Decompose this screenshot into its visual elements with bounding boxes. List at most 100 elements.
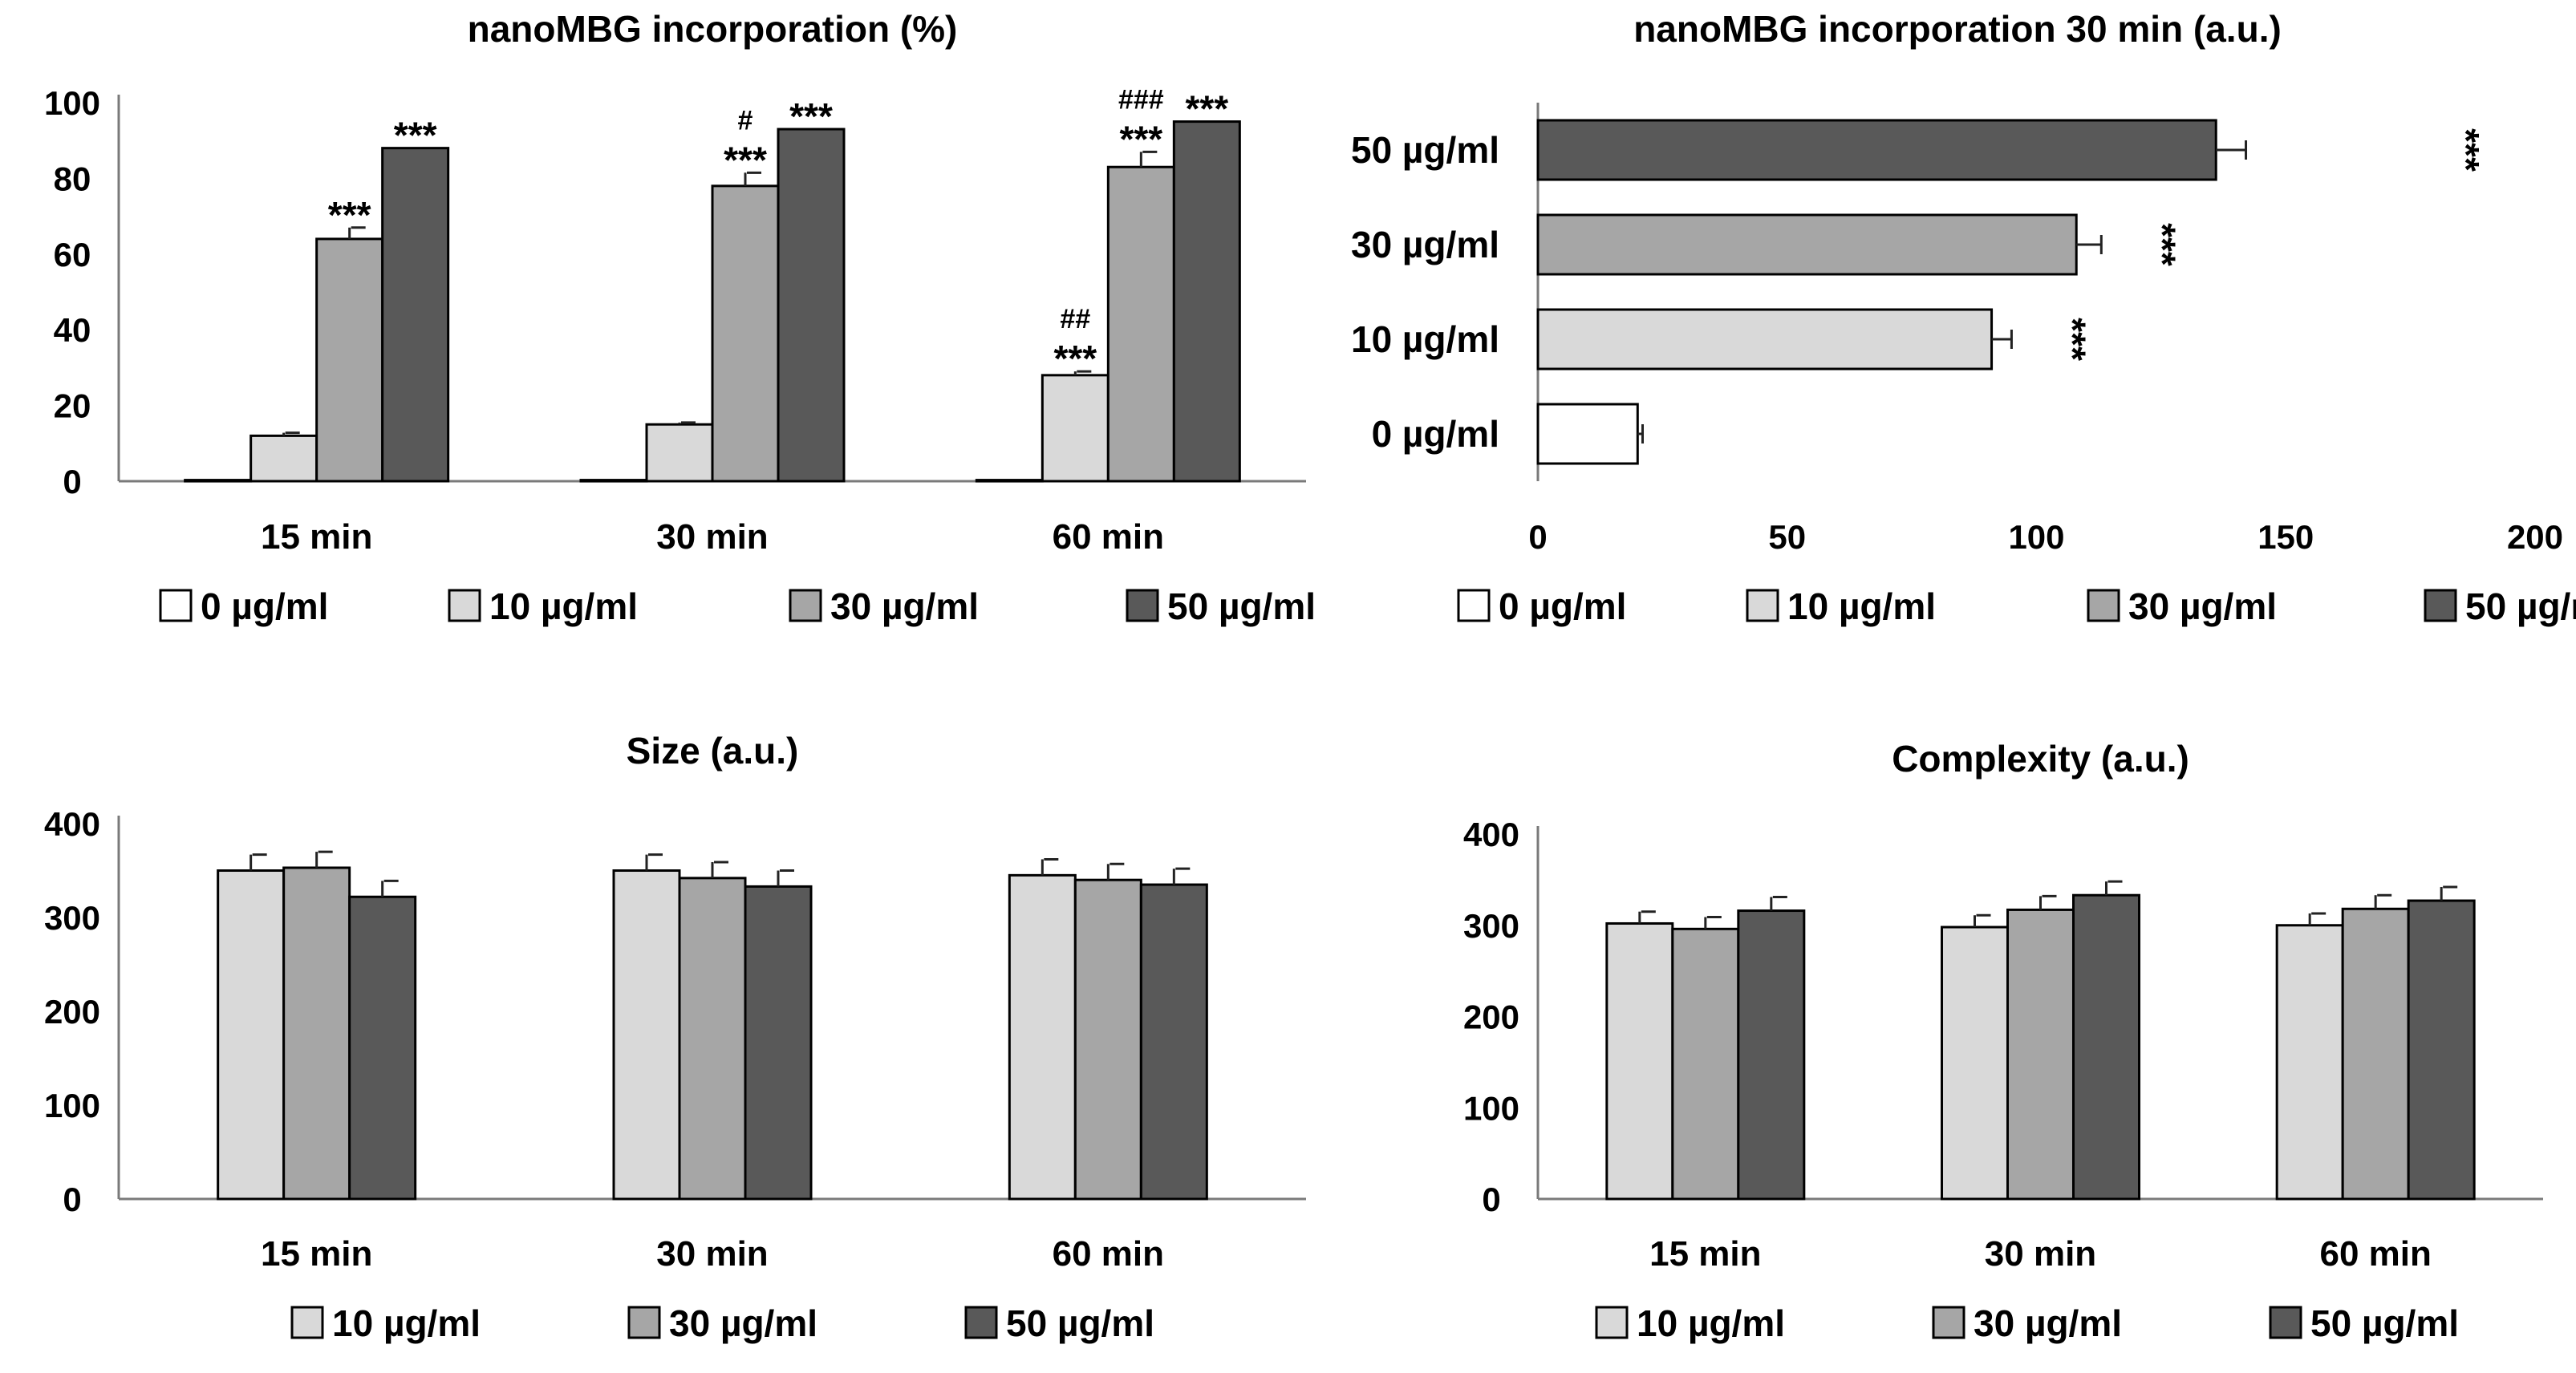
bar-10-1	[612, 869, 681, 1201]
legend-swatch-10	[448, 589, 481, 622]
significance-stars: ***	[1185, 88, 1228, 130]
y-tick-label: 200	[1463, 998, 1519, 1036]
significance-stars: ***	[724, 139, 767, 180]
y-tick-label: 100	[1463, 1089, 1519, 1127]
y-tick-label: 300	[1463, 907, 1519, 945]
legend-swatch-30	[2087, 589, 2120, 622]
y-tick-label: 40	[54, 311, 91, 349]
bar-30-1	[711, 184, 780, 483]
x-tick-label: 50	[1768, 518, 1806, 556]
significance-stars: ***	[328, 194, 371, 236]
legend-chart3: 10 µg/ml 30 µg/ml 50 µg/ml	[290, 1302, 1154, 1344]
legend-chart2: 0 µg/ml 10 µg/ml 30 µg/ml 50 µg/ml	[1457, 585, 2576, 627]
legend-label-50: 50 µg/ml	[1167, 585, 1316, 627]
chart-title: nanoMBG incorporation (%)	[468, 8, 958, 50]
bar-30-2	[1106, 165, 1175, 483]
significance-stars: ***	[2051, 318, 2093, 361]
chart-chart2: nanoMBG incorporation 30 min (a.u.) 0 50 10…	[1351, 8, 2563, 556]
bar-10-1	[645, 423, 714, 483]
legend-swatch-10	[290, 1306, 324, 1339]
legend-label-50: 50 µg/ml	[2465, 585, 2576, 627]
y-category-label: 0 µg/ml	[1372, 413, 1499, 455]
y-tick-label: 60	[54, 236, 91, 273]
legend-swatch-0	[159, 589, 193, 622]
bar-50-1	[2072, 893, 2140, 1201]
legend-swatch-50	[964, 1306, 998, 1339]
bar-50	[1536, 119, 2217, 181]
x-category-label: 60 min	[1053, 517, 1164, 557]
y-tick-label: 0	[1482, 1181, 1500, 1218]
chart-chart3: Size (a.u.) 0 100 200 300 400 15 min 30 min 60 m…	[44, 730, 1306, 1274]
x-category-label: 15 min	[1649, 1234, 1761, 1274]
bar-10	[1536, 308, 1994, 371]
significance-hash: ###	[1118, 84, 1164, 115]
y-tick-label: 300	[44, 899, 100, 937]
bar-30-1	[678, 877, 747, 1201]
bar-10-2	[1041, 374, 1110, 483]
legend-label-10: 10 µg/ml	[332, 1302, 481, 1344]
bar-50-0	[348, 895, 417, 1201]
bar-30-2	[1073, 878, 1142, 1201]
bar-50-0	[381, 147, 450, 483]
y-category-label: 50 µg/ml	[1351, 129, 1499, 171]
bar-50-2	[1139, 883, 1208, 1201]
legend-label-30: 30 µg/ml	[830, 585, 979, 627]
bar-30-0	[315, 237, 384, 483]
y-tick-label: 400	[44, 805, 100, 843]
significance-hash: #	[738, 105, 753, 136]
legend-label-10: 10 µg/ml	[1637, 1302, 1785, 1344]
legend-label-10: 10 µg/ml	[1787, 585, 1936, 627]
legend-label-30: 30 µg/ml	[1974, 1302, 2122, 1344]
significance-stars: ***	[1053, 338, 1097, 379]
chart-title: Complexity (a.u.)	[1892, 738, 2189, 780]
bar-0-2	[975, 479, 1044, 483]
y-tick-label: 400	[1463, 816, 1519, 853]
x-tick-label: 100	[2008, 518, 2064, 556]
y-tick-label: 80	[54, 160, 91, 197]
legend-swatch-10	[1746, 589, 1779, 622]
bar-30-0	[1671, 927, 1740, 1201]
significance-stars: ***	[394, 115, 437, 156]
legend-label-0: 0 µg/ml	[1499, 585, 1626, 627]
bar-0-1	[579, 479, 648, 483]
y-tick-label: 20	[54, 387, 91, 425]
legend-swatch-10	[1595, 1306, 1629, 1339]
legend-swatch-50	[1126, 589, 1159, 622]
x-tick-label: 150	[2258, 518, 2314, 556]
bar-50-2	[1172, 120, 1241, 483]
y-tick-label: 100	[44, 84, 100, 122]
bar-30	[1536, 213, 2078, 276]
chart-title: Size (a.u.)	[627, 730, 799, 772]
bar-10-2	[2275, 924, 2344, 1201]
x-category-label: 60 min	[1053, 1234, 1164, 1274]
legend-swatch-0	[1457, 589, 1491, 622]
legend-chart1: 0 µg/ml 10 µg/ml 30 µg/ml 50 µg/ml	[159, 585, 1316, 627]
legend-swatch-30	[1932, 1306, 1965, 1339]
bar-50-0	[1737, 909, 1806, 1201]
x-category-label: 15 min	[261, 517, 372, 557]
legend-label-30: 30 µg/ml	[2128, 585, 2277, 627]
legend-chart4: 10 µg/ml 30 µg/ml 50 µg/ml	[1595, 1302, 2459, 1344]
significance-stars: ***	[2445, 128, 2487, 172]
bar-30-1	[2006, 908, 2075, 1201]
bar-50-1	[777, 128, 846, 483]
bar-10-0	[1605, 921, 1674, 1201]
bar-0	[1536, 403, 1639, 465]
x-tick-label: 0	[1528, 518, 1547, 556]
legend-swatch-50	[2269, 1306, 2302, 1339]
legend-swatch-50	[2424, 589, 2457, 622]
bar-10-0	[249, 434, 318, 483]
bar-10-1	[1941, 925, 2009, 1201]
bar-0-0	[184, 479, 253, 483]
bar-30-2	[2341, 907, 2410, 1201]
x-category-label: 60 min	[2319, 1234, 2431, 1274]
legend-label-0: 0 µg/ml	[201, 585, 328, 627]
y-tick-label: 0	[63, 1181, 81, 1218]
legend-label-30: 30 µg/ml	[669, 1302, 817, 1344]
y-category-label: 10 µg/ml	[1351, 318, 1499, 360]
legend-label-50: 50 µg/ml	[1006, 1302, 1154, 1344]
y-category-label: 30 µg/ml	[1351, 224, 1499, 265]
bar-50-1	[744, 885, 813, 1201]
significance-stars: ***	[2141, 223, 2183, 266]
